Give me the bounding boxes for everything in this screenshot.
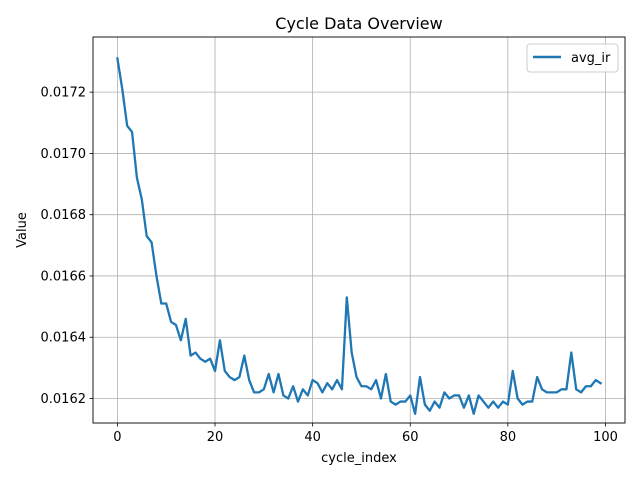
x-tick-label: 60 <box>402 430 419 445</box>
x-tick-label: 0 <box>113 430 121 445</box>
y-tick-label: 0.0168 <box>41 208 87 223</box>
y-tick-label: 0.0172 <box>41 86 87 101</box>
y-tick-label: 0.0170 <box>41 147 87 162</box>
legend-label: avg_ir <box>571 51 611 66</box>
x-tick-label: 20 <box>207 430 224 445</box>
y-tick-label: 0.0164 <box>41 331 87 346</box>
chart-title: Cycle Data Overview <box>275 14 442 33</box>
legend: avg_ir <box>526 43 619 73</box>
plot-frame <box>92 36 626 424</box>
y-tick-label: 0.0162 <box>41 392 87 407</box>
y-axis-label: Value <box>15 212 30 248</box>
series-line-avg_ir <box>116 57 603 415</box>
x-tick-label: 100 <box>593 430 618 445</box>
legend-box <box>526 43 619 73</box>
y-tick-label: 0.0166 <box>41 269 87 284</box>
x-tick-label: 40 <box>304 430 321 445</box>
x-axis-label: cycle_index <box>321 451 397 466</box>
axis-ticks: 0 20 40 60 80 100 0.0162 0.0164 0.0166 0.0168 0.01… <box>41 86 618 445</box>
series-lines <box>116 57 603 415</box>
x-tick-label: 80 <box>500 430 517 445</box>
